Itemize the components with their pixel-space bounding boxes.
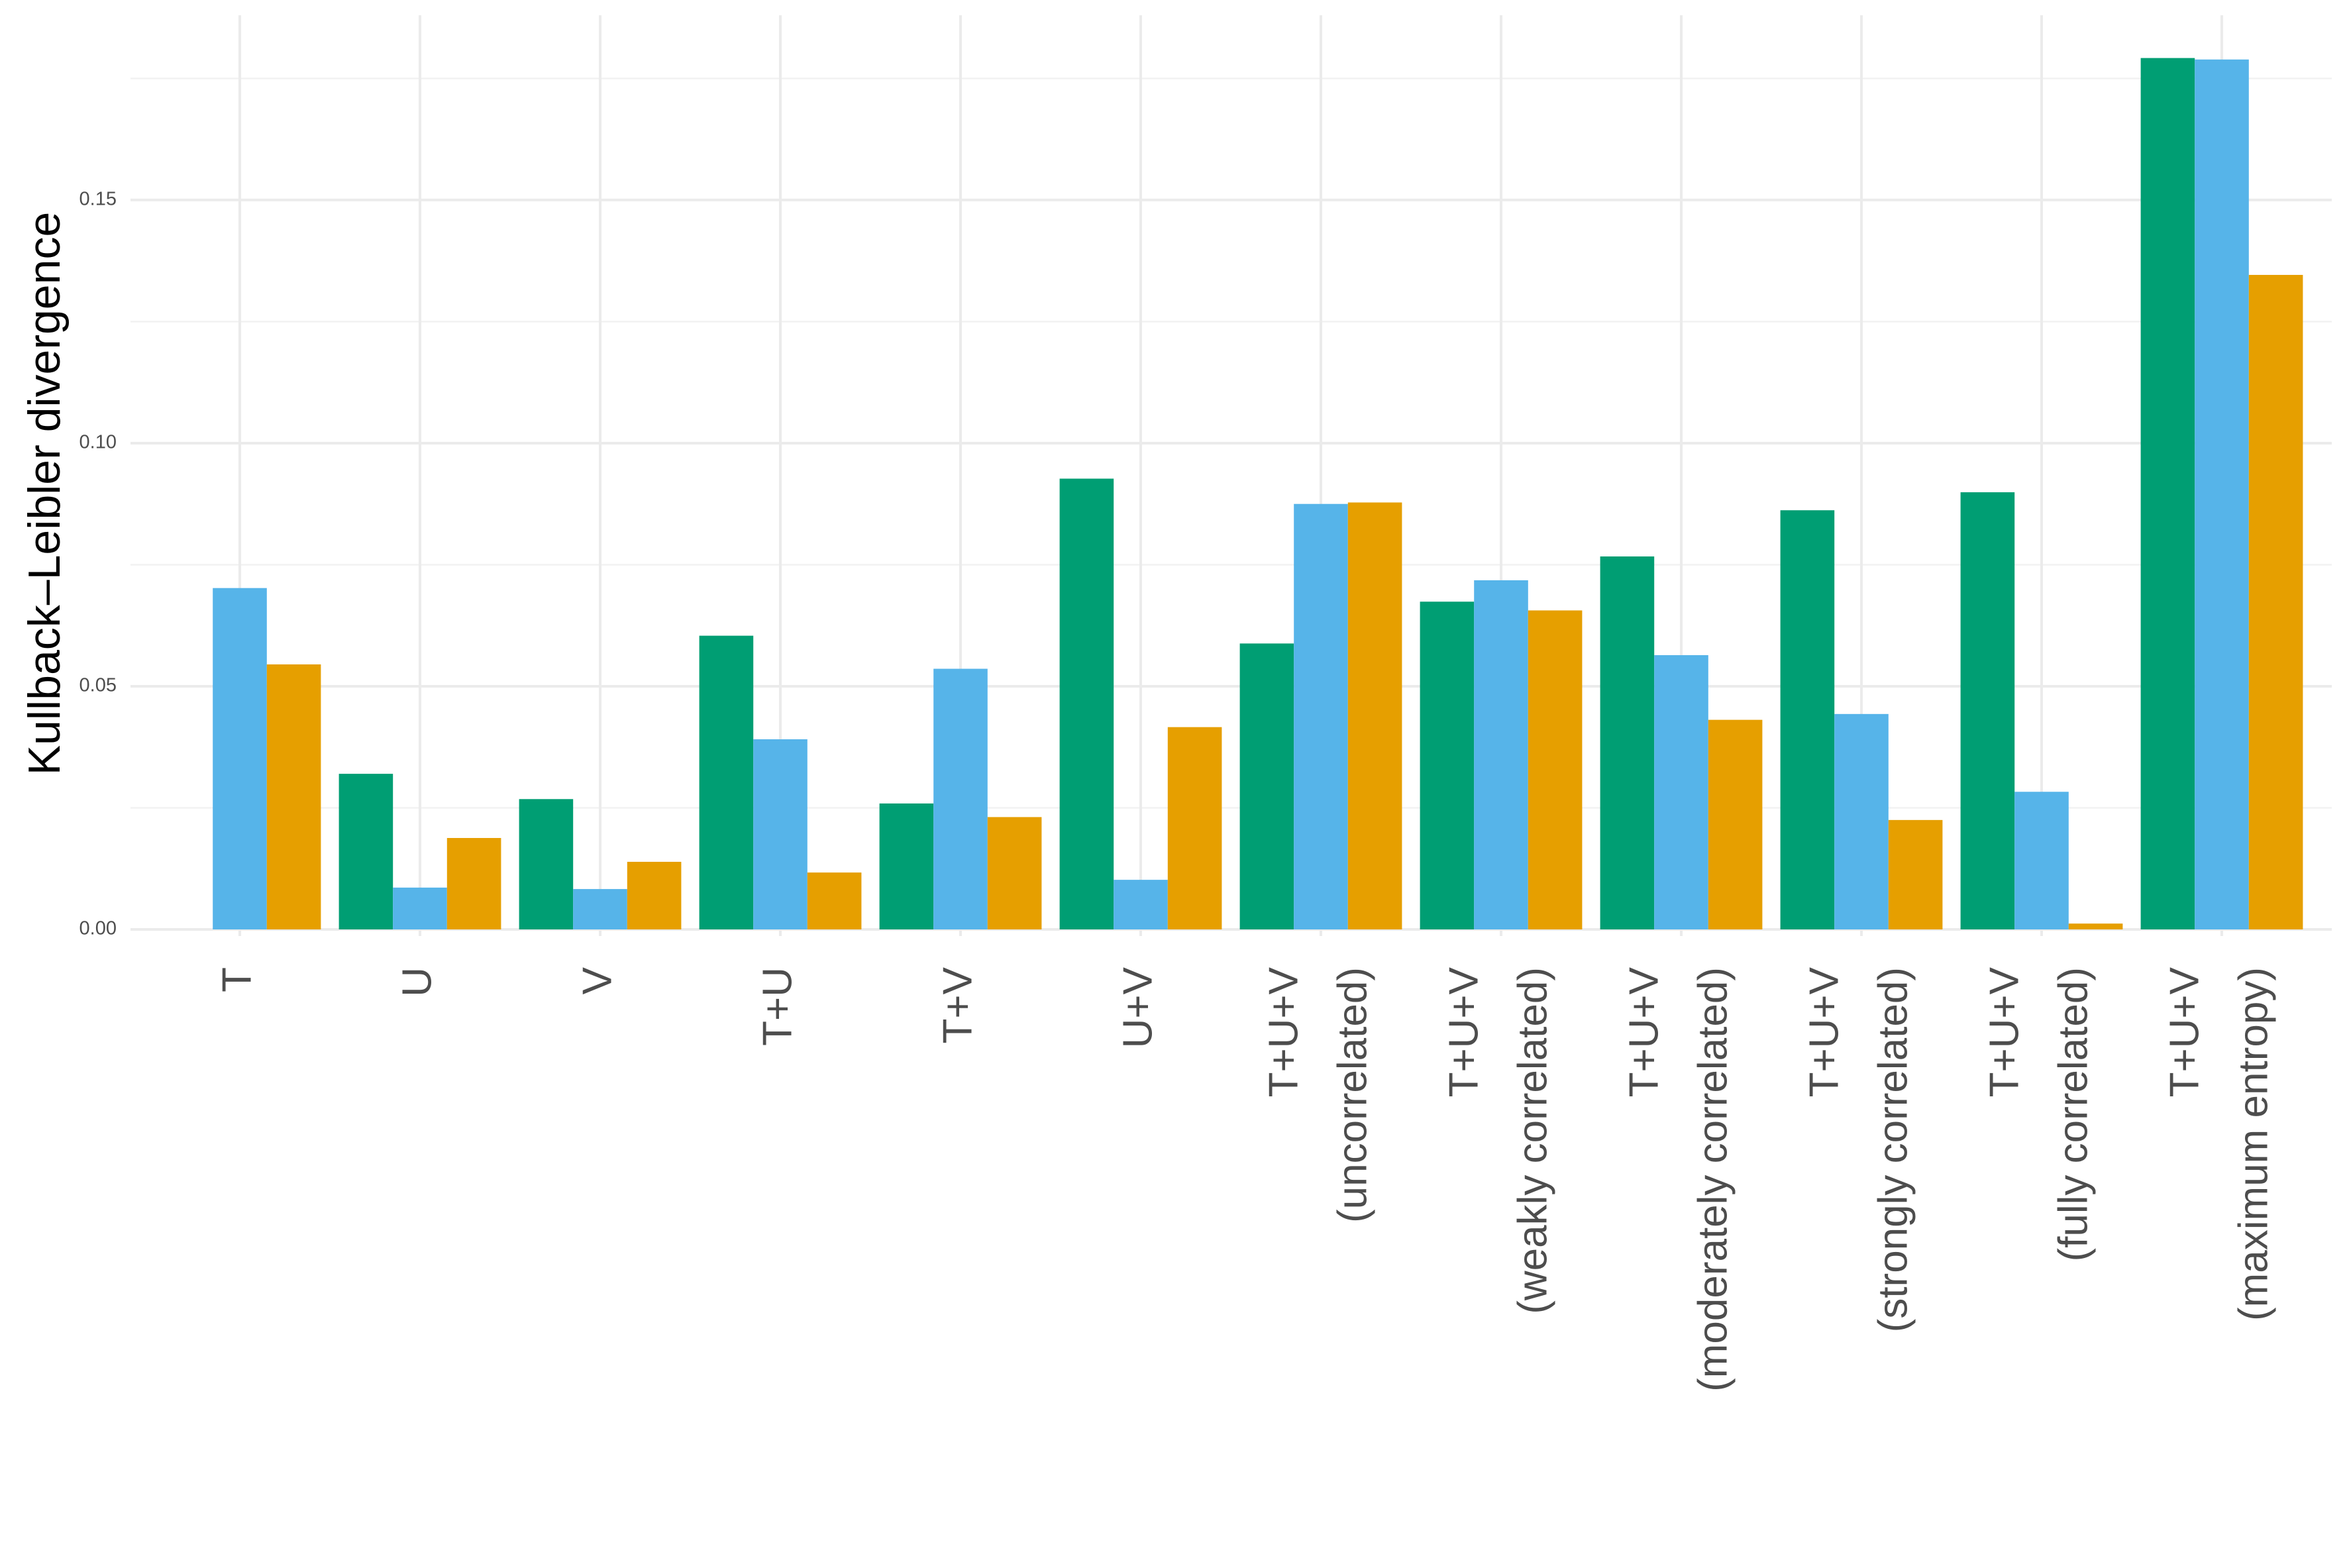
y-tick-label: 0.00 xyxy=(79,918,117,939)
x-tick-label: V xyxy=(574,967,620,994)
bars xyxy=(213,58,2303,930)
bar xyxy=(446,838,501,929)
bar xyxy=(213,588,267,929)
bar xyxy=(2068,923,2123,929)
bar xyxy=(1960,492,2015,929)
bar xyxy=(2248,274,2303,929)
bar xyxy=(1167,727,1222,929)
bar xyxy=(1420,601,1475,929)
y-tick-label: 0.10 xyxy=(79,432,117,453)
bar xyxy=(2195,59,2249,930)
x-tick-label: (maximum entropy) xyxy=(2230,967,2276,1321)
bar xyxy=(1347,502,1402,929)
grid xyxy=(130,15,2332,936)
bar xyxy=(1114,880,1168,929)
x-tick-label: T+U+V xyxy=(1441,967,1486,1097)
x-tick-label: (moderately correlated) xyxy=(1690,967,1736,1392)
x-tick-label: T+U+V xyxy=(2162,967,2207,1097)
bar xyxy=(573,889,627,929)
bar xyxy=(1059,478,1114,929)
x-tick-label: T+U+V xyxy=(1261,967,1306,1097)
x-tick-label: (fully correlated) xyxy=(2050,967,2096,1261)
bar xyxy=(2014,792,2069,929)
bar xyxy=(1780,510,1835,929)
x-tick-label: T xyxy=(214,967,260,992)
bar xyxy=(1294,503,1348,929)
bar xyxy=(1654,655,1708,929)
y-axis-title: Kullback–Leibler divergence xyxy=(19,212,70,776)
bar xyxy=(627,861,682,929)
y-tick-label: 0.15 xyxy=(79,189,117,210)
bar xyxy=(807,872,862,929)
bar xyxy=(1834,713,1889,929)
bar xyxy=(699,635,754,929)
x-tick-label: U+V xyxy=(1115,967,1161,1048)
bar xyxy=(1474,580,1528,929)
x-tick-label: (weakly correlated) xyxy=(1510,967,1555,1314)
y-tick-label: 0.05 xyxy=(79,675,117,696)
bar xyxy=(519,799,574,929)
bar xyxy=(1600,556,1655,929)
x-tick-label: U xyxy=(394,967,440,997)
labels: 0.00 0.05 0.10 0.15 T U V T+U T+V U+V T+U+V (uncorr… xyxy=(79,189,2277,1392)
bar xyxy=(339,774,393,929)
bar xyxy=(753,739,808,929)
x-tick-label: T+U+V xyxy=(1801,967,1847,1097)
x-tick-label: T+U+V xyxy=(1981,967,2027,1097)
bar xyxy=(879,803,934,929)
bar xyxy=(987,817,1042,929)
x-tick-label: T+U+V xyxy=(1621,967,1667,1097)
bar xyxy=(1528,610,1583,929)
bar xyxy=(2140,58,2195,930)
bar xyxy=(266,664,321,929)
x-tick-label: (uncorrelated) xyxy=(1330,967,1375,1223)
x-tick-label: T+V xyxy=(935,967,980,1043)
bar xyxy=(393,887,447,929)
bar xyxy=(1708,719,1763,929)
bar xyxy=(933,668,988,929)
x-tick-label: T+U xyxy=(755,967,800,1046)
bar xyxy=(1888,819,1943,929)
x-tick-label: (strongly correlated) xyxy=(1870,967,1916,1332)
bar xyxy=(1239,643,1294,929)
